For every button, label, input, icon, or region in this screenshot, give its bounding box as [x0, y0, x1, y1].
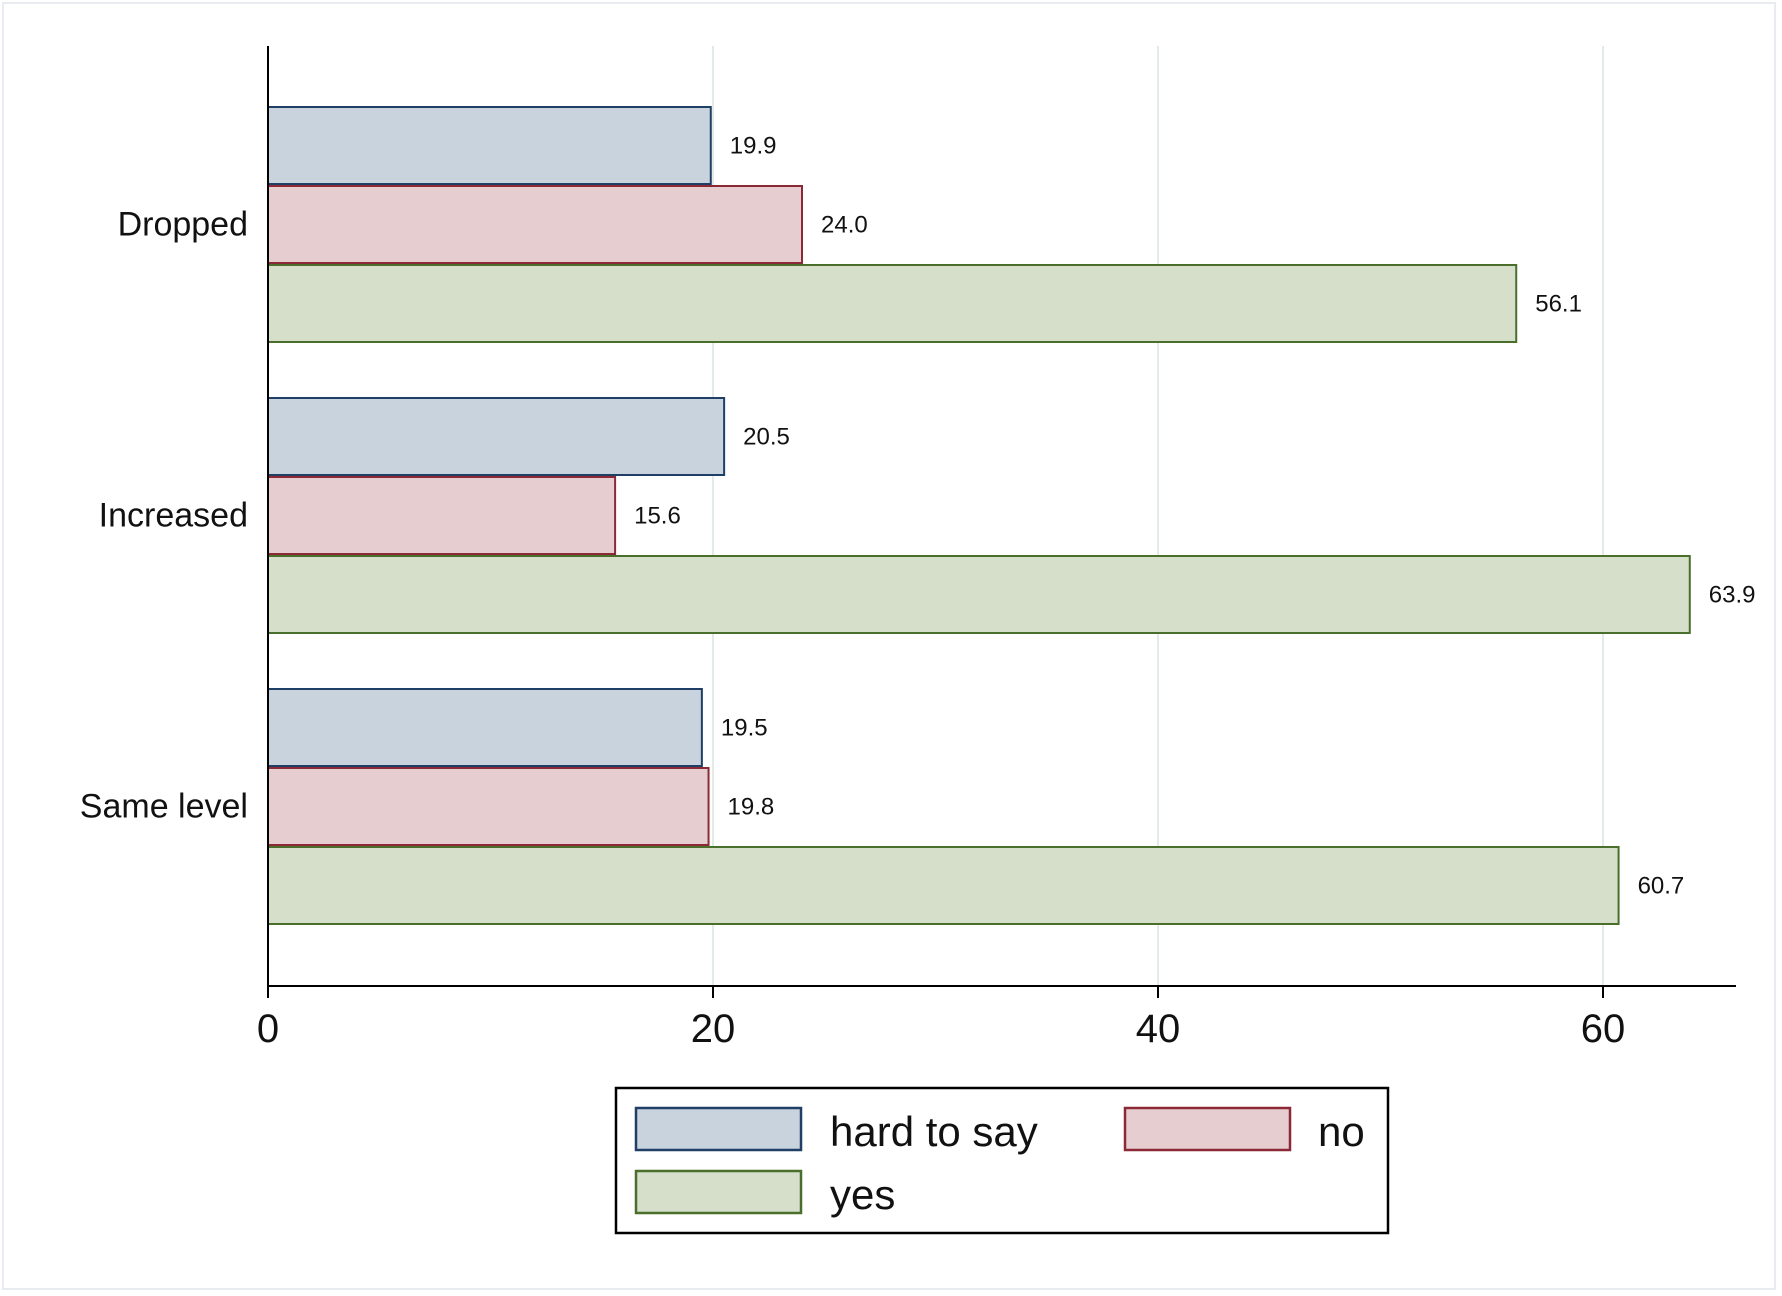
legend-label-no: no	[1318, 1108, 1365, 1155]
x-tick-label-60: 60	[1581, 1007, 1626, 1051]
legend: hard to say no yes	[614, 1086, 1390, 1235]
data-label-dropped-no: 24.0	[821, 212, 868, 239]
x-tick-label-40: 40	[1136, 1007, 1181, 1051]
gridlines	[712, 46, 1604, 986]
legend-swatch-hard-to-say	[634, 1106, 803, 1152]
axes	[267, 46, 1736, 998]
bar-dropped-no	[267, 185, 803, 264]
data-label-same-level-hard-to-say: 19.5	[721, 715, 768, 742]
bar-same-level-no	[267, 767, 710, 846]
bar-dropped-hard-to-say	[267, 106, 712, 185]
data-label-dropped-yes: 56.1	[1535, 291, 1582, 318]
data-label-same-level-yes: 60.7	[1638, 873, 1685, 900]
labels: 19.9 24.0 56.1 Dropped 20.5 15.6 63.9 Increased…	[80, 133, 1756, 1052]
data-label-dropped-hard-to-say: 19.9	[730, 133, 777, 160]
bar-increased-no	[267, 476, 617, 555]
x-tick-label-20: 20	[691, 1007, 736, 1051]
bar-increased-yes	[267, 555, 1691, 634]
bar-increased-hard-to-say	[267, 397, 726, 476]
data-label-increased-no: 15.6	[634, 503, 681, 530]
category-label-same-level: Same level	[80, 788, 248, 826]
category-label-dropped: Dropped	[118, 206, 248, 244]
legend-label-hard-to-say: hard to say	[830, 1108, 1038, 1155]
bars	[267, 106, 1691, 925]
legend-label-yes: yes	[830, 1171, 895, 1218]
x-tick-label-0: 0	[257, 1007, 279, 1051]
data-label-increased-hard-to-say: 20.5	[743, 424, 790, 451]
legend-swatch-no	[1123, 1106, 1292, 1152]
legend-swatch-yes	[634, 1169, 803, 1215]
data-label-same-level-no: 19.8	[728, 794, 775, 821]
category-label-increased: Increased	[99, 497, 248, 535]
bar-same-level-yes	[267, 846, 1620, 925]
data-label-increased-yes: 63.9	[1709, 582, 1756, 609]
bar-dropped-yes	[267, 264, 1518, 343]
bar-same-level-hard-to-say	[267, 688, 703, 767]
